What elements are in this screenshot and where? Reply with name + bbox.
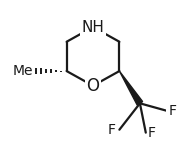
Text: Me: Me [13,64,34,78]
Text: O: O [86,77,100,95]
Text: NH: NH [82,20,104,35]
Text: F: F [148,126,156,140]
Text: F: F [108,123,116,137]
Text: F: F [168,104,176,118]
Polygon shape [119,71,143,105]
